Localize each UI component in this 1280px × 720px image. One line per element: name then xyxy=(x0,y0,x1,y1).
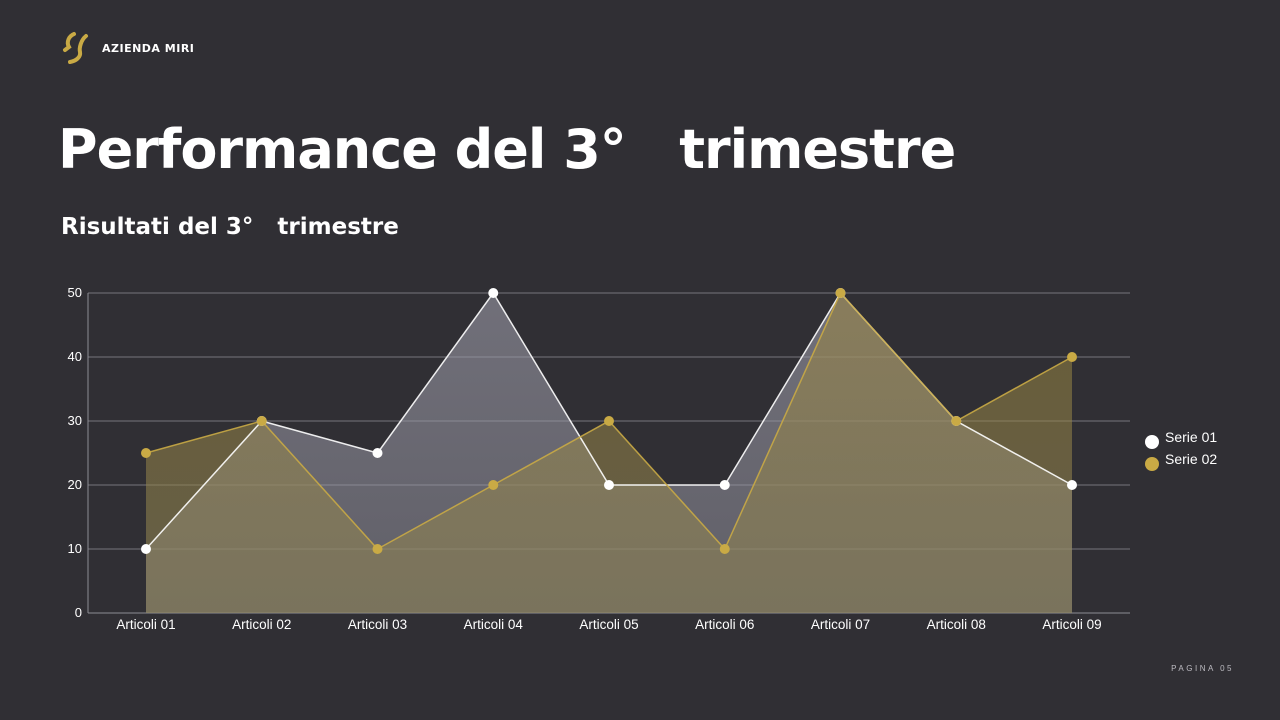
data-point xyxy=(141,544,151,554)
data-point xyxy=(1067,480,1077,490)
data-point xyxy=(604,416,614,426)
page-number: PAGINA 05 xyxy=(1171,664,1234,673)
data-point xyxy=(604,480,614,490)
page-title: Performance del 3° trimestre xyxy=(58,118,956,181)
data-point xyxy=(835,288,846,298)
data-point xyxy=(719,544,730,554)
legend-marker xyxy=(1145,457,1159,471)
y-tick-label: 40 xyxy=(68,349,82,364)
y-tick-label: 20 xyxy=(68,477,82,492)
y-tick-label: 30 xyxy=(68,413,82,428)
legend-label: Serie 02 xyxy=(1165,451,1217,467)
legend-label: Serie 01 xyxy=(1165,429,1217,445)
chart-legend: Serie 01 Serie 02 xyxy=(1145,429,1217,471)
x-tick-label: Articoli 09 xyxy=(1042,617,1101,632)
x-tick-label: Articoli 02 xyxy=(232,617,291,632)
legend-marker xyxy=(1145,435,1159,449)
x-tick-label: Articoli 01 xyxy=(116,617,175,632)
data-point xyxy=(1067,352,1077,362)
data-point xyxy=(372,448,383,458)
data-point xyxy=(488,288,499,298)
series-area-2 xyxy=(146,293,1072,613)
data-point xyxy=(488,480,499,490)
x-tick-label: Articoli 05 xyxy=(579,617,638,632)
y-tick-label: 10 xyxy=(68,541,82,556)
x-tick-label: Articoli 08 xyxy=(927,617,986,632)
brand-name: AZIENDA MIRI xyxy=(102,41,195,55)
x-tick-label: Articoli 06 xyxy=(695,617,754,632)
x-tick-label: Articoli 07 xyxy=(811,617,870,632)
data-point xyxy=(256,416,267,426)
x-tick-label: Articoli 04 xyxy=(464,617,524,632)
y-tick-label: 50 xyxy=(68,285,82,300)
x-tick-label: Articoli 03 xyxy=(348,617,407,632)
y-tick-label: 0 xyxy=(75,605,82,620)
chart-subtitle: Risultati del 3° trimestre xyxy=(61,214,399,240)
data-point xyxy=(719,480,730,490)
double-slash-logo-icon xyxy=(63,32,88,64)
brand-logo: AZIENDA MIRI xyxy=(60,30,194,66)
data-point xyxy=(951,416,962,426)
data-point xyxy=(372,544,383,554)
data-point xyxy=(141,448,151,458)
